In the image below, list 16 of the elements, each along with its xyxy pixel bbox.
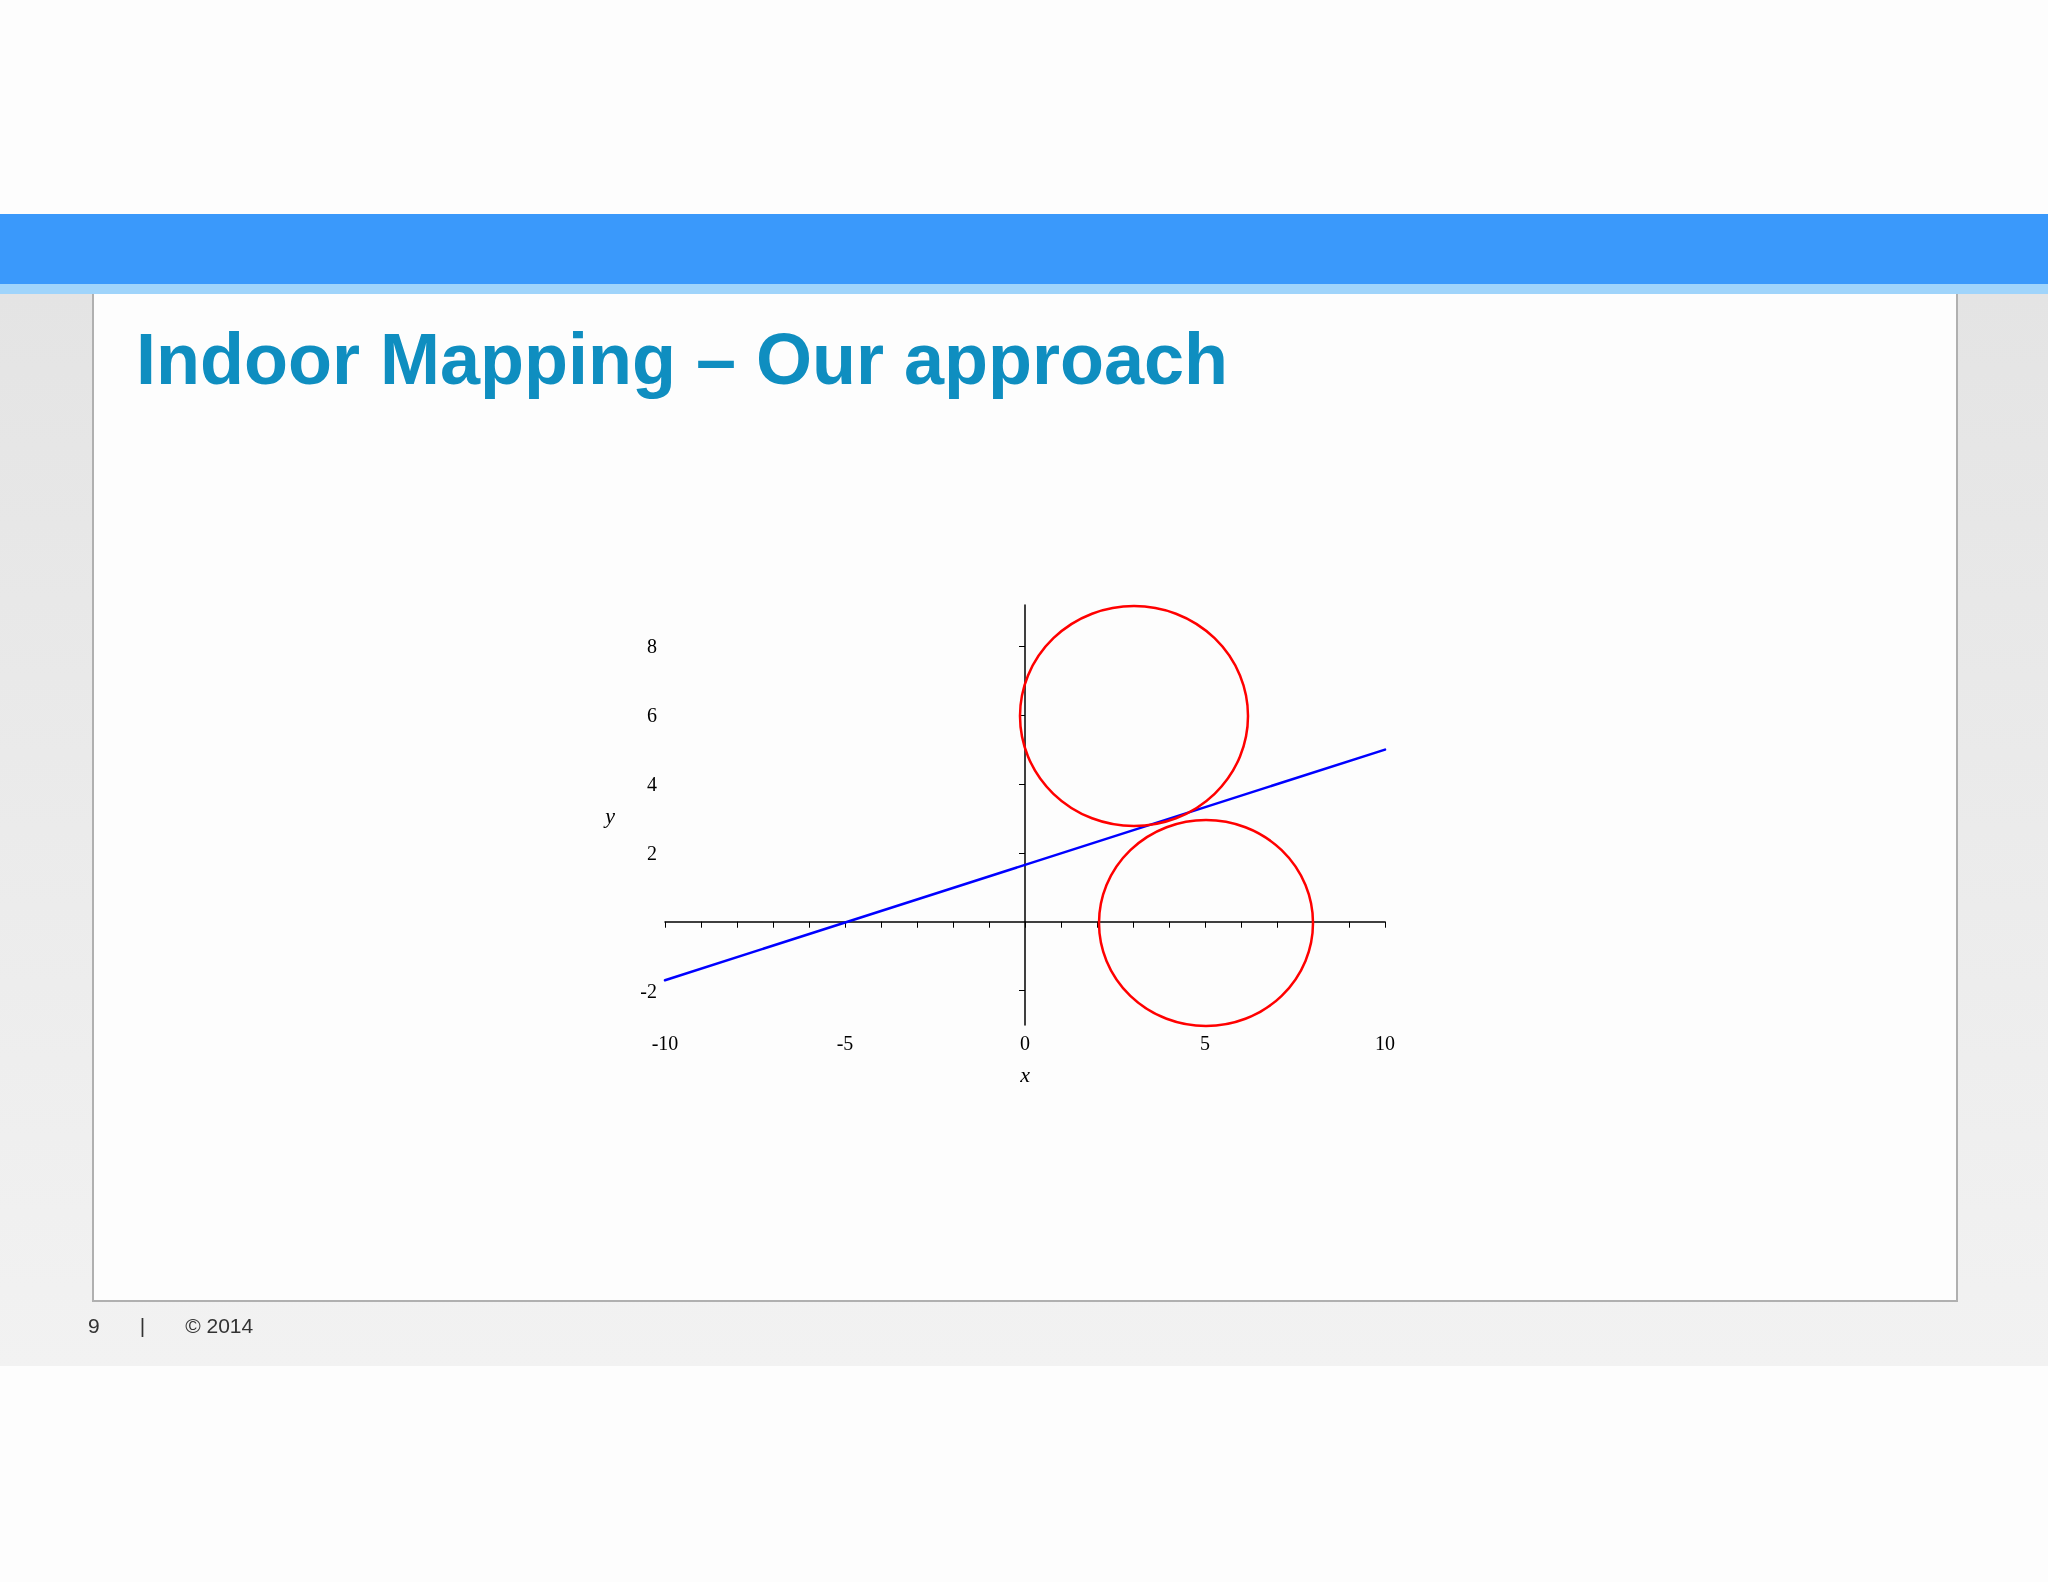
text: 9: [88, 1314, 100, 1337]
text: © 2014: [185, 1314, 254, 1337]
text: |: [139, 1314, 146, 1337]
y-tick-label: 2: [647, 841, 657, 864]
y-tick-label: -2: [640, 979, 657, 1002]
y-tick-label: 4: [647, 773, 657, 796]
x-axis-title: x: [1019, 1061, 1031, 1087]
x-tick-label: 10: [1375, 1032, 1395, 1054]
x-tick-label: 0: [1020, 1032, 1030, 1054]
chart-title: Indoor Mapping – Our approach: [136, 318, 1229, 400]
x-tick-label: -5: [836, 1032, 854, 1054]
y-tick-label: 6: [647, 704, 657, 727]
y-axis-title: y: [603, 802, 616, 828]
x-tick-label: -10: [651, 1032, 679, 1054]
x-tick-label: 5: [1200, 1032, 1210, 1054]
y-tick-label: 8: [647, 635, 657, 658]
